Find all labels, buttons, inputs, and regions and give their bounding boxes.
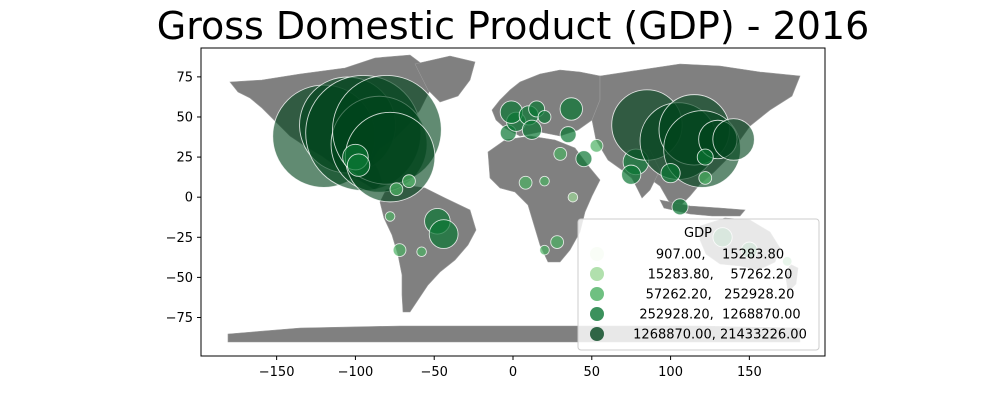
gdp-bubble — [392, 243, 407, 257]
gdp-bubble — [567, 191, 579, 203]
y-tick-label: −25 — [166, 231, 193, 246]
gdp-bubble — [698, 171, 713, 185]
y-tick-label: 0 — [185, 191, 193, 206]
legend-swatch — [590, 267, 604, 281]
y-tick-label: 50 — [176, 110, 193, 125]
legend-box — [577, 218, 820, 351]
x-tick-label: 100 — [658, 365, 683, 380]
gdp-bubble — [671, 198, 689, 216]
gdp-bubble — [416, 246, 427, 257]
x-axis: −150 −100 −50 0 50 100 150 — [259, 356, 762, 380]
legend-title: GDP — [684, 226, 712, 241]
gdp-bubble — [575, 150, 593, 168]
chart-title: Gross Domestic Product (GDP) - 2016 — [156, 4, 870, 48]
south-america-land — [379, 184, 477, 313]
legend-swatch — [590, 307, 604, 321]
gdp-bubbles — [272, 74, 793, 267]
legend-swatch — [590, 327, 604, 341]
gdp-bubble — [537, 110, 552, 124]
gdp-bubble — [539, 175, 550, 187]
greenland-land — [414, 55, 476, 103]
gdp-bubble — [521, 119, 542, 140]
x-tick-label: 50 — [584, 365, 601, 380]
gdp-bubble — [389, 182, 404, 197]
x-tick-label: −150 — [259, 365, 295, 380]
gdp-bubble — [553, 147, 568, 161]
gdp-bubble — [384, 211, 396, 222]
legend-swatch — [590, 287, 604, 301]
africa-land — [487, 135, 601, 263]
y-axis: 75 50 25 0 −25 −50 −75 — [166, 70, 201, 326]
y-tick-label: −75 — [166, 311, 193, 326]
gdp-bubble — [559, 126, 577, 144]
gdp-bubble — [696, 148, 714, 166]
y-tick-label: 75 — [176, 70, 193, 85]
x-tick-label: −100 — [338, 365, 374, 380]
legend-label: 907.00, 15283.80 — [656, 248, 784, 263]
x-tick-label: 0 — [509, 365, 517, 380]
legend-label: 15283.80, 57262.20 — [648, 268, 793, 283]
legend-label: 57262.20, 252928.20 — [646, 288, 795, 303]
gdp-bubble — [589, 139, 604, 153]
gdp-bubble — [621, 164, 642, 185]
gdp-bubble — [712, 118, 755, 161]
gdp-bubble — [428, 219, 459, 249]
gdp-bubble — [346, 153, 371, 177]
x-tick-label: −50 — [420, 365, 447, 380]
gdp-bubble — [550, 235, 564, 249]
x-tick-label: 150 — [737, 365, 762, 380]
legend: GDP 907.00, 15283.80 15283.80, 57262.20 57… — [577, 218, 820, 351]
y-tick-label: 25 — [176, 151, 193, 166]
gdp-bubble — [539, 244, 550, 256]
legend-swatch — [590, 247, 604, 261]
gdp-bubble — [518, 175, 533, 190]
y-tick-label: −50 — [166, 271, 193, 286]
legend-label: 1268870.00, 21433226.00 — [633, 328, 807, 343]
gdp-bubble — [660, 163, 681, 184]
gdp-bubble — [559, 97, 583, 121]
legend-label: 252928.20, 1268870.00 — [639, 308, 800, 323]
gdp-bubble — [402, 174, 416, 188]
